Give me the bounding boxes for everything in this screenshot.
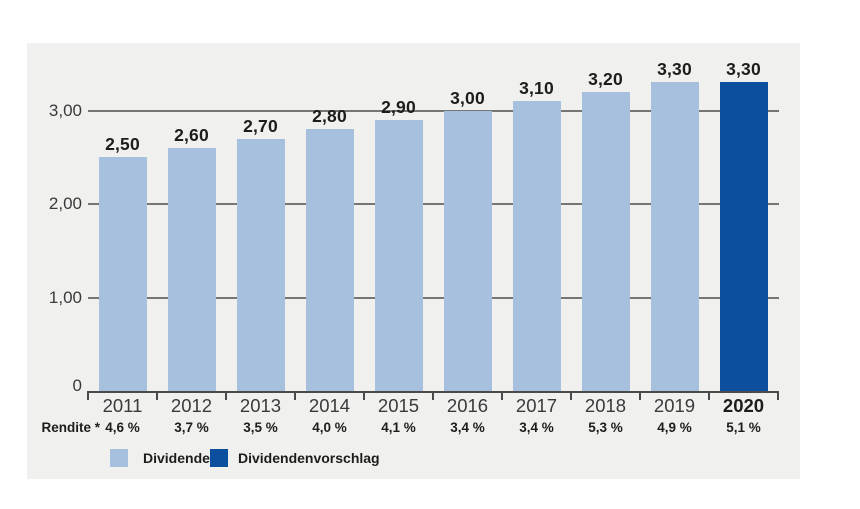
bar-2013 <box>236 138 285 391</box>
gridline-1,00 <box>88 296 779 299</box>
y-axis-label-0: 0 <box>72 376 82 395</box>
y-axis-label-1,00: 1,00 <box>48 287 82 307</box>
bar-2012 <box>167 147 216 391</box>
bar-2020 <box>719 82 768 391</box>
bar-value-label-2013: 2,70 <box>243 115 278 136</box>
bar-2011 <box>98 157 147 391</box>
bar-2014 <box>305 129 354 391</box>
gridline-2,00 <box>88 203 779 205</box>
x-tick-label-2019: 2019 <box>653 395 696 416</box>
rendite-value-2016: 3,4 % <box>450 420 485 435</box>
x-tick-label-2020: 2020 <box>722 395 765 416</box>
y-axis-label-3,00: 3,00 <box>48 100 82 120</box>
rendite-value-2015: 4,1 % <box>381 420 416 435</box>
x-tick-label-2015: 2015 <box>377 395 420 416</box>
x-axis-tick <box>570 391 572 400</box>
bar-value-label-2015: 2,90 <box>381 96 416 117</box>
bar-2017 <box>512 101 561 391</box>
x-tick-label-2013: 2013 <box>239 395 282 416</box>
gridline-3,00 <box>88 109 779 112</box>
bar-value-label-2014: 2,80 <box>312 106 347 127</box>
rendite-value-2017: 3,4 % <box>519 420 554 435</box>
x-tick-label-2014: 2014 <box>308 395 351 416</box>
bar-value-label-2011: 2,50 <box>105 134 140 155</box>
bar-2019 <box>650 82 699 391</box>
rendite-value-2014: 4,0 % <box>312 420 347 435</box>
x-axis-tick <box>639 391 641 400</box>
rendite-value-2018: 5,3 % <box>588 420 623 435</box>
rendite-value-2011: 4,6 % <box>105 420 140 435</box>
bar-value-label-2020: 3,30 <box>726 59 761 80</box>
bar-value-label-2017: 3,10 <box>519 78 554 99</box>
bar-2018 <box>581 91 630 391</box>
x-tick-label-2011: 2011 <box>102 395 143 416</box>
rendite-value-2019: 4,9 % <box>657 420 692 435</box>
x-axis-tick <box>432 391 434 400</box>
legend-label-dividende: Dividende <box>143 450 210 466</box>
x-tick-label-2018: 2018 <box>584 395 627 416</box>
legend-swatch-dividendenvorschlag <box>210 449 228 467</box>
rendite-row-label: Rendite * <box>41 420 100 435</box>
x-tick-label-2016: 2016 <box>446 395 489 416</box>
x-axis-tick <box>225 391 227 400</box>
y-axis-label-2,00: 2,00 <box>48 194 82 213</box>
x-axis-tick <box>87 391 89 400</box>
legend-label-dividendenvorschlag: Dividendenvorschlag <box>238 450 380 466</box>
x-tick-label-2012: 2012 <box>170 395 213 416</box>
chart-panel: 0 1,00 2,00 3,00 2,50 2011 4,6 % 2,60 2012 3,7 % 2… <box>27 43 800 479</box>
bar-value-label-2016: 3,00 <box>450 87 485 108</box>
bar-2016 <box>443 110 492 391</box>
legend-swatch-dividende <box>110 449 128 467</box>
rendite-value-2013: 3,5 % <box>243 420 278 435</box>
rendite-value-2012: 3,7 % <box>174 420 209 435</box>
x-axis-tick <box>156 391 158 400</box>
rendite-value-2020: 5,1 % <box>726 420 761 435</box>
x-axis-tick <box>294 391 296 400</box>
bar-value-label-2018: 3,20 <box>588 68 623 89</box>
x-axis-tick <box>501 391 503 400</box>
legend: Dividende Dividendenvorschlag <box>27 447 800 469</box>
x-axis-tick <box>708 391 710 400</box>
bar-2015 <box>374 119 423 391</box>
x-axis-tick <box>363 391 365 400</box>
bar-value-label-2019: 3,30 <box>657 59 692 80</box>
bar-value-label-2012: 2,60 <box>174 124 209 145</box>
x-tick-label-2017: 2017 <box>515 395 558 416</box>
x-axis-tick <box>777 391 779 400</box>
